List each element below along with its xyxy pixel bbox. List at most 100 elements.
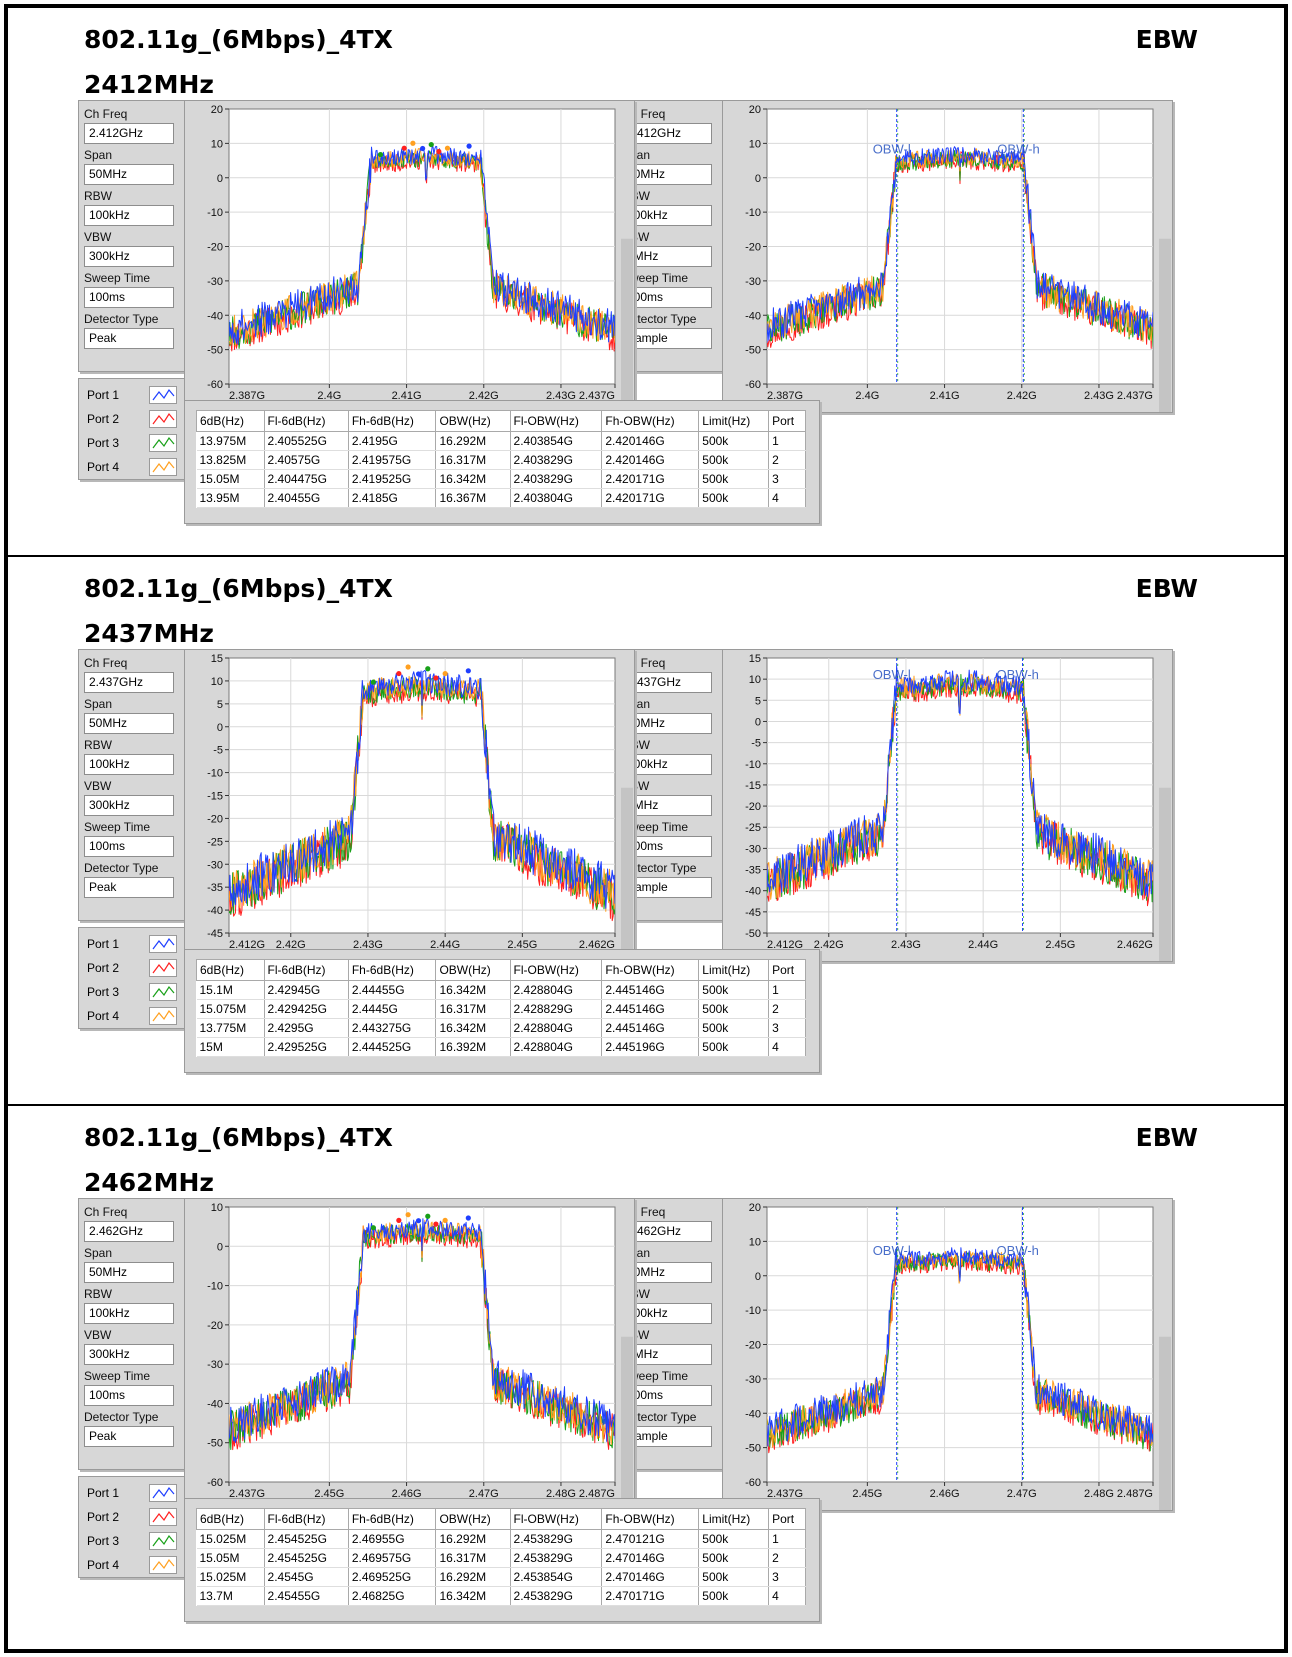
param-value-field[interactable]: Peak bbox=[84, 328, 174, 349]
table-cell: 2.453829G bbox=[510, 1529, 603, 1549]
scroll-strip bbox=[621, 238, 633, 412]
column-header: Fl-OBW(Hz) bbox=[509, 959, 603, 981]
y-tick-label: 0 bbox=[217, 1241, 223, 1253]
param-value-field[interactable]: 2.437GHz bbox=[622, 672, 712, 693]
y-tick-label: 5 bbox=[755, 695, 761, 707]
table-cell: 2.453829G bbox=[510, 1548, 603, 1568]
trace-swatch-icon bbox=[149, 434, 177, 452]
results-table: 6dB(Hz) Fl-6dB(Hz) Fh-6dB(Hz) OBW(Hz) Fl-OBW… bbox=[196, 410, 806, 508]
peak-marker bbox=[465, 1215, 471, 1221]
y-tick-label: -60 bbox=[207, 379, 223, 391]
peak-marker bbox=[466, 143, 472, 149]
scroll-strip bbox=[1159, 1336, 1171, 1510]
legend-item[interactable]: Port 1 bbox=[87, 383, 177, 407]
param-value-field[interactable]: 50MHz bbox=[622, 164, 712, 185]
param-value-field[interactable]: 2.462GHz bbox=[84, 1221, 174, 1242]
param-value-field[interactable]: Sample bbox=[622, 328, 712, 349]
table-cell: 500k bbox=[698, 1037, 770, 1057]
column-header: Fh-6dB(Hz) bbox=[347, 1508, 437, 1530]
param-value-field[interactable]: 50MHz bbox=[622, 713, 712, 734]
param-label: Span bbox=[622, 148, 651, 162]
y-tick-label: 15 bbox=[749, 653, 761, 665]
section-title: 802.11g_(6Mbps)_4TX bbox=[84, 1123, 393, 1152]
param-value-field[interactable]: 300kHz bbox=[84, 1344, 174, 1365]
table-cell: 2.40575G bbox=[264, 450, 349, 470]
table-cell: 16.342M bbox=[435, 1018, 511, 1038]
table-cell: 2.44455G bbox=[348, 980, 437, 1000]
table-cell: 15.1M bbox=[196, 980, 265, 1000]
param-value-field[interactable]: Sample bbox=[622, 1426, 712, 1447]
legend-item[interactable]: Port 2 bbox=[87, 956, 177, 980]
param-value-field[interactable]: 100kHz bbox=[84, 205, 174, 226]
column-header: 6dB(Hz) bbox=[196, 959, 265, 981]
peak-marker bbox=[415, 1218, 422, 1224]
param-value-field[interactable]: 300kHz bbox=[84, 246, 174, 267]
param-label: Span bbox=[622, 697, 651, 711]
param-value-field[interactable]: 50MHz bbox=[84, 1262, 174, 1283]
table-cell: 15.025M bbox=[196, 1529, 265, 1549]
column-header: Fl-6dB(Hz) bbox=[263, 959, 349, 981]
table-cell: 15.075M bbox=[196, 999, 265, 1019]
x-tick-label: 2.43G bbox=[891, 939, 921, 951]
table-cell: 2.420171G bbox=[601, 469, 700, 489]
legend-item[interactable]: Port 3 bbox=[87, 1529, 177, 1553]
param-value-field[interactable]: 300kHz bbox=[84, 795, 174, 816]
param-label: Sweep Time bbox=[622, 271, 689, 285]
table-cell: 16.292M bbox=[435, 1529, 511, 1549]
param-value-field[interactable]: 50MHz bbox=[84, 164, 174, 185]
param-value-field[interactable]: 100ms bbox=[622, 836, 712, 857]
param-value-field[interactable]: 2.412GHz bbox=[84, 123, 174, 144]
legend-item[interactable]: Port 2 bbox=[87, 1505, 177, 1529]
legend-item[interactable]: Port 3 bbox=[87, 431, 177, 455]
param-value-field[interactable]: Sample bbox=[622, 877, 712, 898]
section-frequency: 2412MHz bbox=[84, 70, 214, 99]
param-value-field[interactable]: Peak bbox=[84, 1426, 174, 1447]
param-value-field[interactable]: 50MHz bbox=[622, 1262, 712, 1283]
legend-item[interactable]: Port 3 bbox=[87, 980, 177, 1004]
y-tick-label: -40 bbox=[745, 310, 761, 322]
x-tick-label: 2.412G bbox=[767, 939, 803, 951]
x-tick-label: 2.48G bbox=[546, 1488, 576, 1500]
param-value-field[interactable]: 100ms bbox=[622, 287, 712, 308]
x-tick-label: 2.43G bbox=[1084, 390, 1114, 402]
legend-item[interactable]: Port 1 bbox=[87, 1481, 177, 1505]
param-value-field[interactable]: 100kHz bbox=[84, 754, 174, 775]
trace-port-1 bbox=[767, 145, 1153, 343]
x-tick-label: 2.42G bbox=[469, 390, 499, 402]
param-value-field[interactable]: 200kHz bbox=[622, 1303, 712, 1324]
legend-item[interactable]: Port 2 bbox=[87, 407, 177, 431]
y-tick-label: 0 bbox=[217, 722, 223, 734]
param-value-field[interactable]: 200kHz bbox=[622, 205, 712, 226]
param-value-field[interactable]: 2.412GHz bbox=[622, 123, 712, 144]
legend-item[interactable]: Port 4 bbox=[87, 1004, 177, 1028]
table-cell: 2.445146G bbox=[601, 980, 700, 1000]
results-table-panel: 6dB(Hz) Fl-6dB(Hz) Fh-6dB(Hz) OBW(Hz) Fl-OBW… bbox=[184, 400, 820, 524]
param-value-field[interactable]: 100ms bbox=[622, 1385, 712, 1406]
peak-marker bbox=[370, 1225, 376, 1231]
param-value-field[interactable]: Peak bbox=[84, 877, 174, 898]
y-tick-label: -25 bbox=[207, 836, 223, 848]
x-tick-label: 2.487G bbox=[1117, 1488, 1153, 1500]
param-value-field[interactable]: 100ms bbox=[84, 287, 174, 308]
peak-marker bbox=[410, 140, 416, 146]
legend-item[interactable]: Port 4 bbox=[87, 455, 177, 479]
x-tick-label: 2.462G bbox=[1117, 939, 1153, 951]
param-value-field[interactable]: 100ms bbox=[84, 1385, 174, 1406]
legend-item[interactable]: Port 1 bbox=[87, 932, 177, 956]
table-cell: 2 bbox=[768, 999, 806, 1019]
table-cell: 2.40455G bbox=[264, 488, 349, 508]
peak-marker bbox=[401, 145, 407, 151]
traces bbox=[229, 669, 615, 922]
peak-marker bbox=[425, 1213, 431, 1219]
param-value-field[interactable]: 2.437GHz bbox=[84, 672, 174, 693]
legend-item[interactable]: Port 4 bbox=[87, 1553, 177, 1577]
param-value-field[interactable]: 100kHz bbox=[84, 1303, 174, 1324]
param-value-field[interactable]: 50MHz bbox=[84, 713, 174, 734]
param-value-field[interactable]: 100ms bbox=[84, 836, 174, 857]
ebw-label: EBW bbox=[1135, 574, 1198, 603]
param-value-field[interactable]: 200kHz bbox=[622, 754, 712, 775]
table-cell: 2.445196G bbox=[601, 1037, 700, 1057]
table-cell: 2.429425G bbox=[264, 999, 349, 1019]
y-tick-label: 5 bbox=[217, 699, 223, 711]
y-tick-label: 20 bbox=[749, 104, 761, 116]
